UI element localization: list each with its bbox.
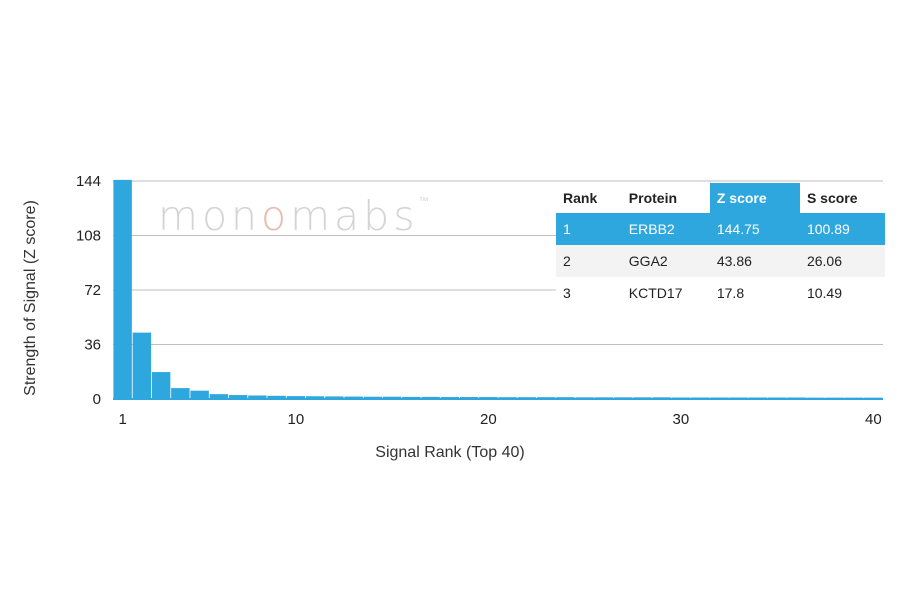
rank-table: Rank Protein Z score S score 1 ERBB2 144… (556, 183, 885, 309)
table-header-row: Rank Protein Z score S score (556, 183, 885, 213)
bar (267, 395, 286, 399)
cell-protein: GGA2 (621, 245, 710, 277)
x-tick-label: 10 (288, 411, 305, 428)
bar (248, 395, 267, 399)
cell-protein: KCTD17 (621, 277, 710, 309)
bar (190, 390, 209, 399)
cell-z-score: 17.8 (709, 277, 800, 309)
x-tick-label: 30 (673, 411, 690, 428)
x-tick-labels: 1 10 20 30 40 (118, 411, 881, 428)
y-axis-label: Strength of Signal (Z score) (22, 200, 39, 396)
bar (305, 396, 325, 399)
cell-s-score: 10.49 (799, 277, 885, 309)
bar (228, 395, 248, 399)
header-z-score: Z score (709, 183, 800, 213)
bar (171, 388, 190, 399)
bar (344, 396, 363, 399)
x-tick-label: 40 (865, 411, 882, 428)
table-row: 3 KCTD17 17.8 10.49 (556, 277, 885, 309)
header-protein: Protein (621, 183, 710, 213)
y-tick-labels: 0 36 72 108 144 (76, 173, 101, 408)
table-row: 2 GGA2 43.86 26.06 (556, 245, 885, 277)
y-tick-label: 72 (84, 282, 101, 299)
header-s-score: S score (799, 183, 885, 213)
monomabs-watermark: monomabs™ (158, 192, 429, 240)
x-tick-label: 20 (480, 411, 497, 428)
bar (363, 396, 383, 399)
bar (113, 179, 132, 399)
cell-rank: 1 (556, 213, 622, 245)
table-row: 1 ERBB2 144.75 100.89 (556, 213, 885, 245)
y-tick-label: 108 (76, 228, 101, 245)
bar (209, 394, 229, 399)
header-rank: Rank (556, 183, 622, 213)
cell-z-score: 144.75 (709, 213, 800, 245)
y-tick-label: 144 (76, 173, 101, 190)
cell-protein: ERBB2 (621, 213, 710, 245)
cell-rank: 2 (556, 245, 622, 277)
x-axis-label: Signal Rank (Top 40) (375, 444, 524, 461)
x-tick-label: 1 (118, 411, 126, 428)
y-tick-label: 36 (84, 337, 101, 354)
bar (421, 396, 440, 399)
bar (132, 332, 152, 399)
cell-rank: 3 (556, 277, 622, 309)
bar (286, 396, 306, 399)
cell-z-score: 43.86 (709, 245, 800, 277)
bar (382, 396, 402, 399)
cell-s-score: 100.89 (799, 213, 885, 245)
bar (402, 396, 421, 399)
y-tick-label: 0 (93, 391, 101, 408)
bars (113, 179, 883, 400)
bar (325, 396, 344, 399)
cell-s-score: 26.06 (799, 245, 885, 277)
bar (151, 372, 171, 399)
